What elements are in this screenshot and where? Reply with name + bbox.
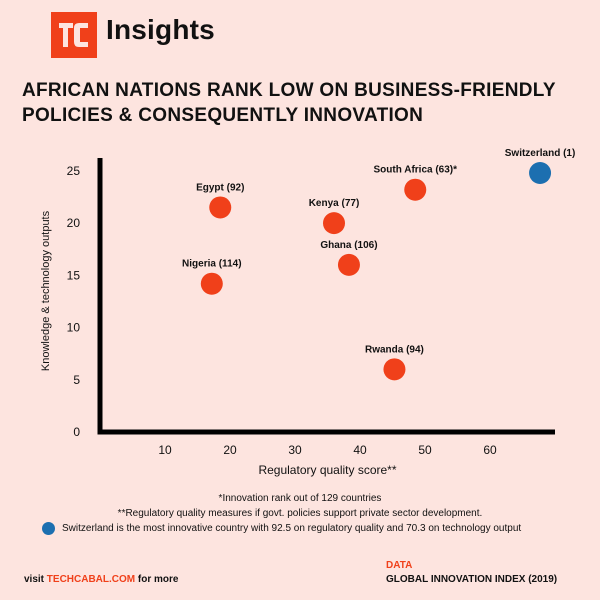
- note-innovation-rank: *Innovation rank out of 129 countries: [0, 493, 600, 504]
- data-point-label: Ghana (106): [320, 240, 377, 251]
- y-tick-label: 25: [67, 164, 81, 178]
- data-point: [404, 179, 426, 201]
- x-tick-label: 10: [158, 443, 172, 457]
- data-point-label: Switzerland (1): [505, 148, 576, 159]
- x-tick-label: 50: [418, 443, 432, 457]
- data-point-label: Kenya (77): [309, 198, 360, 209]
- visit-prefix: visit: [24, 574, 47, 585]
- x-tick-label: 20: [223, 443, 237, 457]
- source-name: GLOBAL INNOVATION INDEX (2019): [386, 574, 557, 585]
- note-switzerland: Switzerland is the most innovative count…: [62, 523, 521, 534]
- y-tick-label: 15: [67, 268, 81, 282]
- note-regulatory-quality: **Regulatory quality measures if govt. p…: [0, 508, 600, 519]
- data-point: [383, 358, 405, 380]
- y-tick-label: 10: [67, 321, 81, 335]
- data-point: [338, 254, 360, 276]
- visit-suffix: for more: [135, 574, 178, 585]
- switzerland-legend: Switzerland is the most innovative count…: [42, 522, 521, 535]
- data-point-label: South Africa (63)*: [373, 165, 457, 176]
- data-point-label: Rwanda (94): [365, 344, 424, 355]
- source-label: DATA: [386, 560, 412, 571]
- techcabal-link[interactable]: TECHCABAL.COM: [47, 574, 135, 585]
- x-axis-label: Regulatory quality score**: [258, 463, 396, 477]
- y-tick-label: 5: [73, 373, 80, 387]
- legend-dot-icon: [42, 522, 55, 535]
- data-point-label: Egypt (92): [196, 182, 244, 193]
- footer-visit: visit TECHCABAL.COM for more: [24, 574, 178, 585]
- data-point: [529, 162, 551, 184]
- y-axis-label: Knowledge & technology outputs: [40, 210, 52, 371]
- x-tick-label: 40: [353, 443, 367, 457]
- x-tick-label: 30: [288, 443, 302, 457]
- data-point: [209, 196, 231, 218]
- x-tick-label: 60: [483, 443, 497, 457]
- y-tick-label: 20: [67, 216, 81, 230]
- data-point-label: Nigeria (114): [182, 259, 241, 270]
- data-point: [323, 212, 345, 234]
- data-point: [201, 273, 223, 295]
- y-tick-label: 0: [73, 425, 80, 439]
